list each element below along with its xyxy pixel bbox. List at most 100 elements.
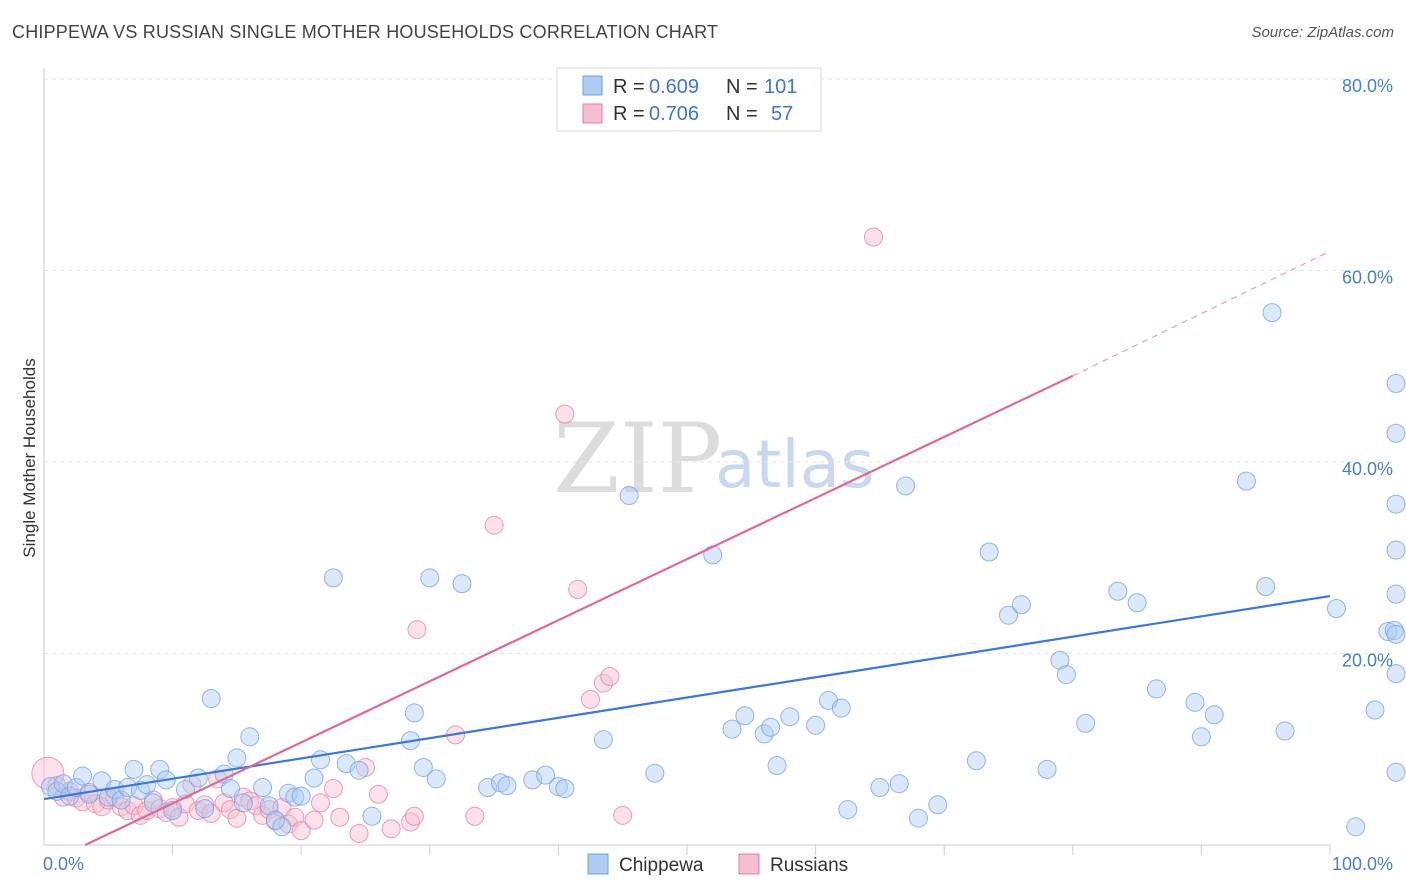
chippewa-point-57 <box>703 545 723 565</box>
russians-point-53 <box>484 515 504 535</box>
chippewa-point-87 <box>1236 471 1256 491</box>
chippewa-point-43 <box>413 757 433 777</box>
x-tick-label-0: 0.0% <box>43 854 84 874</box>
russians-point-54 <box>555 404 575 424</box>
y-tick-label-1: 40.0% <box>1342 459 1393 479</box>
chippewa-point-96 <box>1386 762 1406 782</box>
chippewa-point-29 <box>259 796 279 816</box>
chart-source: Source: ZipAtlas.com <box>1251 24 1394 41</box>
chippewa-point-102 <box>1386 494 1406 514</box>
chippewa-point-78 <box>1050 650 1070 670</box>
chippewa-point-52 <box>548 777 568 797</box>
chippewa-point-79 <box>1056 665 1076 685</box>
chippewa-point-98 <box>1386 540 1406 560</box>
chippewa-point-33 <box>285 787 305 807</box>
chippewa-point-71 <box>908 808 928 828</box>
chippewa-point-103 <box>1386 423 1406 443</box>
russians-point-48 <box>401 812 421 832</box>
chart-title: CHIPPEWA VS RUSSIAN SINGLE MOTHER HOUSEH… <box>12 22 719 42</box>
russians-point-39 <box>291 821 311 841</box>
chippewa-point-16 <box>150 759 170 779</box>
russians-point-55 <box>568 579 588 599</box>
russians-point-52 <box>465 806 485 826</box>
russians-n-value: 57 <box>771 103 793 125</box>
russians-point-47 <box>381 819 401 839</box>
chippewa-point-101 <box>1386 624 1406 644</box>
chippewa-n-label: N = <box>726 76 758 98</box>
chippewa-point-5 <box>73 766 93 786</box>
chippewa-point-21 <box>195 799 215 819</box>
watermark-atlas: atlas <box>715 426 875 503</box>
chippewa-point-31 <box>272 817 292 837</box>
chippewa-point-39 <box>349 760 369 780</box>
chippewa-point-22 <box>201 689 221 709</box>
chippewa-r-value: 0.609 <box>649 76 699 98</box>
chippewa-point-26 <box>233 793 253 813</box>
chippewa-point-67 <box>838 800 858 820</box>
russians-point-43 <box>330 807 350 827</box>
chippewa-point-56 <box>645 763 665 783</box>
chippewa-point-35 <box>304 768 324 788</box>
chippewa-point-68 <box>870 778 890 798</box>
chippewa-point-83 <box>1146 679 1166 699</box>
chippewa-point-62 <box>767 756 787 776</box>
chippewa-point-80 <box>1076 713 1096 733</box>
chippewa-point-58 <box>722 719 742 739</box>
chippewa-point-75 <box>999 605 1018 625</box>
chippewa-point-20 <box>188 768 208 788</box>
chippewa-point-89 <box>1262 303 1282 323</box>
axes <box>43 68 1331 855</box>
chippewa-r-label: R = <box>613 76 645 98</box>
chippewa-point-72 <box>928 795 948 815</box>
chippewa-point-84 <box>1185 692 1205 712</box>
russians-points <box>31 227 883 844</box>
chippewa-point-42 <box>404 703 424 723</box>
russians-trend-line <box>84 374 1074 846</box>
chippewa-point-85 <box>1191 727 1211 747</box>
chippewa-point-100 <box>1386 664 1406 684</box>
chippewa-point-82 <box>1127 593 1147 613</box>
chippewa-point-97 <box>1386 584 1406 604</box>
chippewa-point-59 <box>735 706 755 726</box>
chippewa-point-34 <box>291 786 311 806</box>
russians-legend-swatch <box>582 103 603 124</box>
chippewa-point-44 <box>420 568 440 588</box>
chippewa-point-49 <box>497 776 517 796</box>
russians-point-49 <box>404 806 424 826</box>
chippewa-trend-line <box>43 594 1331 801</box>
chippewa-point-86 <box>1204 705 1224 725</box>
chippewa-point-25 <box>227 748 247 768</box>
chippewa-point-12 <box>124 759 144 779</box>
russians-point-60 <box>863 227 883 247</box>
chippewa-point-50 <box>523 770 543 790</box>
chippewa-point-46 <box>452 574 472 594</box>
tick-labels: 20.0% 40.0% 60.0% 80.0% 0.0% 100.0% <box>43 76 1393 874</box>
chippewa-point-37 <box>323 568 343 588</box>
russians-point-44 <box>349 824 369 844</box>
russians-r-value: 0.706 <box>649 103 699 125</box>
chippewa-point-66 <box>831 698 851 718</box>
chippewa-point-74 <box>979 542 999 562</box>
russians-point-59 <box>613 805 633 825</box>
y-tick-label-2: 60.0% <box>1342 268 1393 288</box>
chippewa-point-88 <box>1256 576 1276 596</box>
chippewa-point-91 <box>1326 598 1346 618</box>
y-tick-label-3: 80.0% <box>1342 76 1393 96</box>
chippewa-point-24 <box>220 779 240 799</box>
russians-point-40 <box>304 810 324 830</box>
chippewa-series-name: Chippewa <box>619 855 704 876</box>
x-tick-label-1: 100.0% <box>1332 854 1393 874</box>
russians-r-label: R = <box>613 103 645 125</box>
chippewa-point-63 <box>780 707 800 727</box>
chippewa-point-55 <box>619 486 639 506</box>
russians-point-58 <box>600 666 620 686</box>
chippewa-point-64 <box>806 715 826 735</box>
stats-legend: R = 0.609 N = 101 R = 0.706 N = 57 <box>556 67 822 132</box>
chippewa-point-51 <box>536 765 556 785</box>
russians-point-50 <box>407 620 427 640</box>
russians-point-41 <box>310 793 330 813</box>
chippewa-n-value: 101 <box>764 76 797 98</box>
russians-point-1 <box>47 776 67 796</box>
chippewa-point-81 <box>1108 581 1128 601</box>
